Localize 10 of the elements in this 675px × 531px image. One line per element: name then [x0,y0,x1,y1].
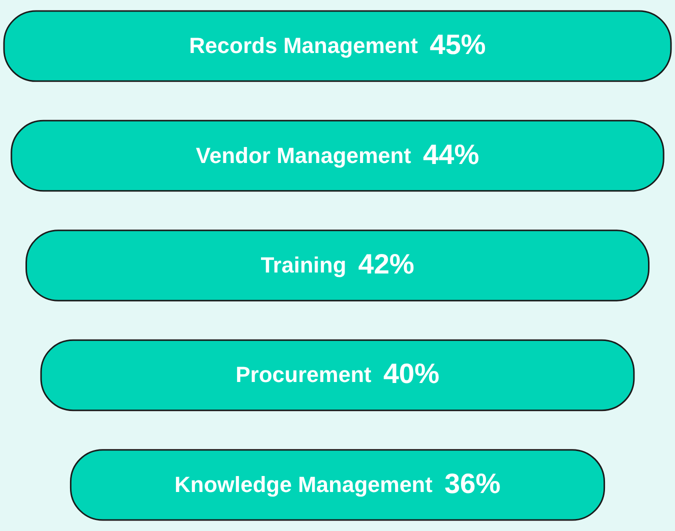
data-label: 42% [358,248,414,280]
category-label: Vendor Management [196,142,412,168]
data-label: 36% [444,468,501,499]
data-label: 44% [423,138,480,170]
data-label: 45% [430,29,486,60]
category-label: Records Management [189,33,418,58]
category-label: Knowledge Management [174,472,434,497]
category-label: Procurement [236,362,372,388]
data-label: 40% [383,358,440,390]
category-label: Training [260,252,346,278]
